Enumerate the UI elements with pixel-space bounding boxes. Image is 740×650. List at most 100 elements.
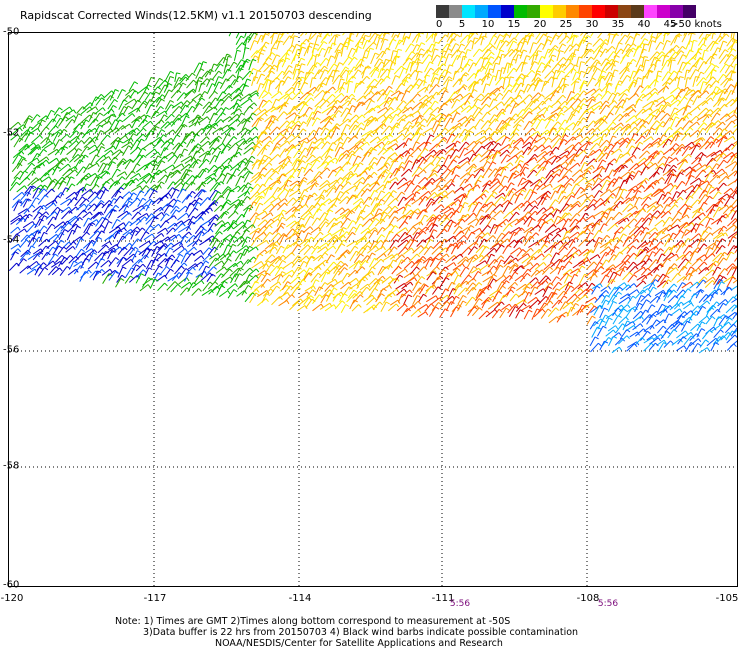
- wind-barb: [307, 129, 315, 138]
- wind-barb: [255, 117, 261, 128]
- wind-barb-tick: [271, 70, 275, 75]
- wind-barb-tick: [494, 131, 498, 135]
- wind-barb: [37, 156, 47, 164]
- wind-barb: [474, 119, 481, 129]
- wind-barb-tick: [41, 119, 46, 123]
- wind-barb: [363, 107, 373, 116]
- wind-barb-tick: [243, 138, 247, 143]
- wind-barb: [689, 106, 699, 114]
- wind-barb: [733, 118, 737, 122]
- wind-barb-tick: [52, 118, 57, 122]
- wind-barb-tick: [418, 70, 423, 73]
- wind-barb: [522, 111, 530, 120]
- wind-barb-tick: [19, 137, 24, 141]
- wind-barb: [517, 37, 524, 46]
- wind-barb-tick: [387, 140, 392, 144]
- wind-barb: [563, 44, 571, 54]
- wind-barb-tick: [490, 51, 495, 56]
- wind-barb-tick: [568, 182, 573, 187]
- wind-barb: [122, 105, 129, 115]
- wind-barb: [323, 46, 329, 58]
- wind-barb-tick: [204, 90, 209, 95]
- wind-barb-tick: [214, 90, 218, 95]
- wind-barb: [480, 136, 491, 145]
- wind-barb: [205, 202, 215, 211]
- wind-barb-tick: [303, 177, 308, 181]
- wind-barb: [208, 112, 215, 124]
- wind-barb-tick: [147, 84, 152, 88]
- wind-barb-tick: [65, 116, 69, 120]
- wind-barb-tick: [726, 113, 731, 118]
- wind-barb: [88, 112, 94, 122]
- wind-barb: [298, 194, 305, 206]
- wind-barb: [382, 107, 392, 116]
- wind-barb: [709, 80, 717, 89]
- wind-barb: [718, 49, 726, 59]
- wind-barb: [592, 45, 601, 55]
- wind-barb: [171, 134, 178, 144]
- wind-barb-tick: [373, 161, 378, 165]
- wind-barb: [317, 41, 325, 52]
- wind-barb-tick: [547, 129, 551, 134]
- wind-barb-tick: [222, 143, 226, 147]
- wind-barb: [506, 37, 515, 47]
- wind-barb-tick: [730, 53, 735, 58]
- wind-barb: [352, 146, 361, 156]
- wind-barb-tick: [703, 60, 708, 65]
- wind-barb-tick: [408, 57, 413, 61]
- wind-barb: [10, 127, 21, 136]
- wind-barb: [642, 59, 646, 71]
- wind-barb: [356, 95, 364, 103]
- wind-barb-tick: [377, 105, 381, 109]
- wind-barb: [458, 141, 467, 152]
- wind-barb-tick: [146, 114, 151, 118]
- wind-barb: [215, 173, 223, 183]
- wind-barb: [661, 71, 669, 82]
- wind-barb-tick: [268, 156, 273, 161]
- wind-barb: [471, 33, 473, 37]
- wind-barb-tick: [708, 113, 713, 118]
- wind-barb-tick: [678, 70, 683, 73]
- wind-barb: [463, 40, 472, 51]
- wind-barb-tick: [473, 140, 478, 145]
- wind-barb-tick: [661, 51, 666, 55]
- wind-barb: [566, 91, 572, 102]
- wind-barb: [297, 128, 304, 137]
- wind-barb: [620, 33, 624, 36]
- wind-barb: [590, 100, 601, 109]
- wind-barb: [482, 141, 492, 149]
- wind-barb-tick: [520, 82, 525, 86]
- wind-barb-tick: [321, 141, 326, 145]
- wind-barb: [513, 124, 519, 134]
- wind-barb: [200, 78, 208, 86]
- wind-barb-tick: [459, 122, 463, 127]
- wind-barb: [550, 134, 560, 143]
- wind-barb-tick: [672, 168, 677, 173]
- wind-barb: [144, 187, 151, 197]
- wind-barb: [719, 54, 727, 65]
- wind-barb: [430, 54, 438, 64]
- wind-barb: [372, 34, 378, 44]
- wind-barb-tick: [639, 68, 644, 72]
- wind-barb-tick: [239, 68, 244, 71]
- wind-barb-tick: [228, 93, 232, 97]
- wind-barb: [676, 189, 684, 198]
- wind-barb-tick: [642, 135, 646, 139]
- wind-barb: [38, 126, 47, 136]
- wind-barb-tick: [315, 182, 319, 186]
- wind-barb: [654, 110, 663, 120]
- wind-barb: [519, 40, 526, 52]
- wind-barb-tick: [56, 157, 60, 162]
- wind-barb-tick: [680, 126, 684, 131]
- wind-barb: [262, 203, 273, 212]
- wind-barb-tick: [155, 110, 160, 114]
- wind-barb: [116, 135, 126, 143]
- wind-barb-tick: [135, 178, 140, 182]
- wind-barb: [718, 193, 728, 201]
- wind-barb: [47, 125, 56, 135]
- wind-barb: [202, 125, 208, 134]
- wind-barb-tick: [304, 113, 308, 118]
- wind-barb-tick: [444, 190, 448, 195]
- wind-barb: [626, 47, 634, 57]
- wind-barb-tick: [415, 191, 421, 195]
